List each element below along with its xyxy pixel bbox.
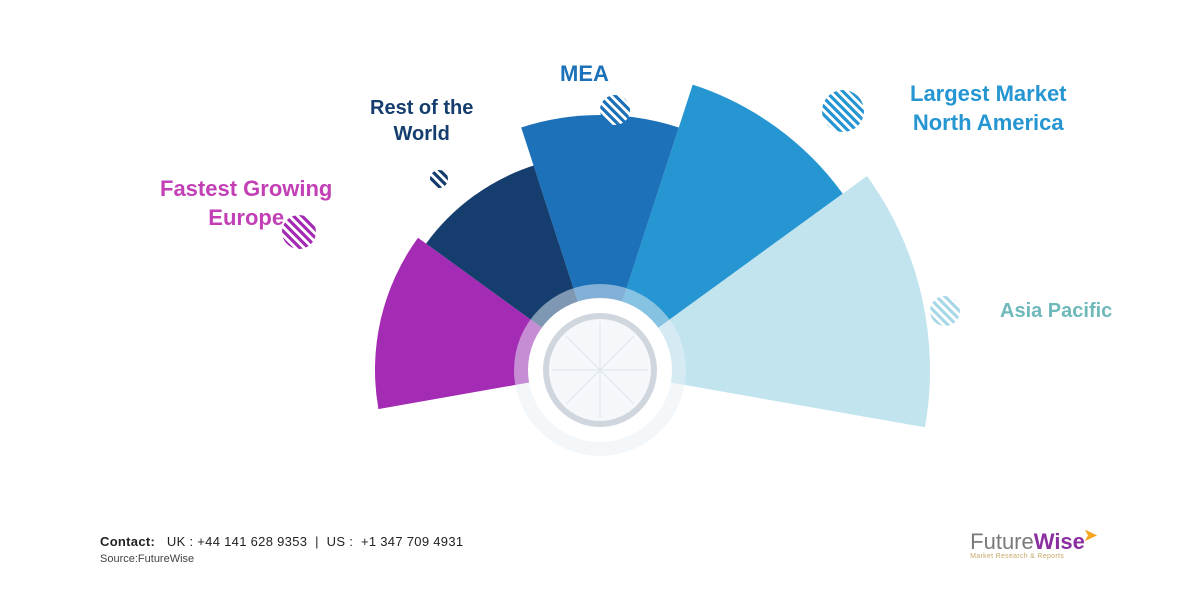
contact-label: Contact: bbox=[100, 534, 155, 549]
label-rest-of-world-line2: World bbox=[370, 121, 473, 147]
source-line: Source:FutureWise bbox=[100, 553, 463, 565]
uk-phone: +44 141 628 9353 bbox=[197, 534, 307, 549]
us-label: US : bbox=[327, 534, 353, 549]
brand-part2: Wise bbox=[1034, 529, 1085, 554]
us-phone: +1 347 709 4931 bbox=[361, 534, 463, 549]
brand-logo: FutureWise➤ Market Research & Reports bbox=[970, 529, 1100, 560]
label-north-america-line1: Largest Market bbox=[910, 80, 1067, 109]
label-rest-of-world: Rest of theWorld bbox=[370, 95, 473, 147]
source-label: Source: bbox=[100, 553, 138, 565]
separator: | bbox=[315, 534, 319, 549]
contact-info: Contact: UK : +44 141 628 9353 | US : +1… bbox=[100, 534, 463, 549]
uk-label: UK : bbox=[167, 534, 193, 549]
brand-part1: Future bbox=[970, 529, 1034, 554]
label-asia-pacific: Asia Pacific bbox=[1000, 298, 1112, 324]
source-value: FutureWise bbox=[138, 553, 194, 565]
legend-icon-europe bbox=[282, 215, 316, 249]
label-rest-of-world-line1: Rest of the bbox=[370, 95, 473, 121]
brand-arrow-icon: ➤ bbox=[1083, 525, 1098, 545]
label-mea: MEA bbox=[560, 60, 609, 89]
label-asia-pacific-line1: Asia Pacific bbox=[1000, 298, 1112, 324]
label-north-america: Largest MarketNorth America bbox=[910, 80, 1067, 137]
legend-icon-rest-of-world bbox=[430, 170, 448, 188]
label-north-america-line2: North America bbox=[910, 109, 1067, 138]
legend-icon-asia-pacific bbox=[930, 296, 960, 326]
label-mea-line1: MEA bbox=[560, 60, 609, 89]
legend-icon-mea bbox=[600, 95, 630, 125]
legend-icon-north-america bbox=[822, 90, 864, 132]
label-europe-line1: Fastest Growing bbox=[160, 175, 332, 204]
footer: Contact: UK : +44 141 628 9353 | US : +1… bbox=[100, 534, 463, 565]
brand-tagline: Market Research & Reports bbox=[970, 553, 1100, 560]
